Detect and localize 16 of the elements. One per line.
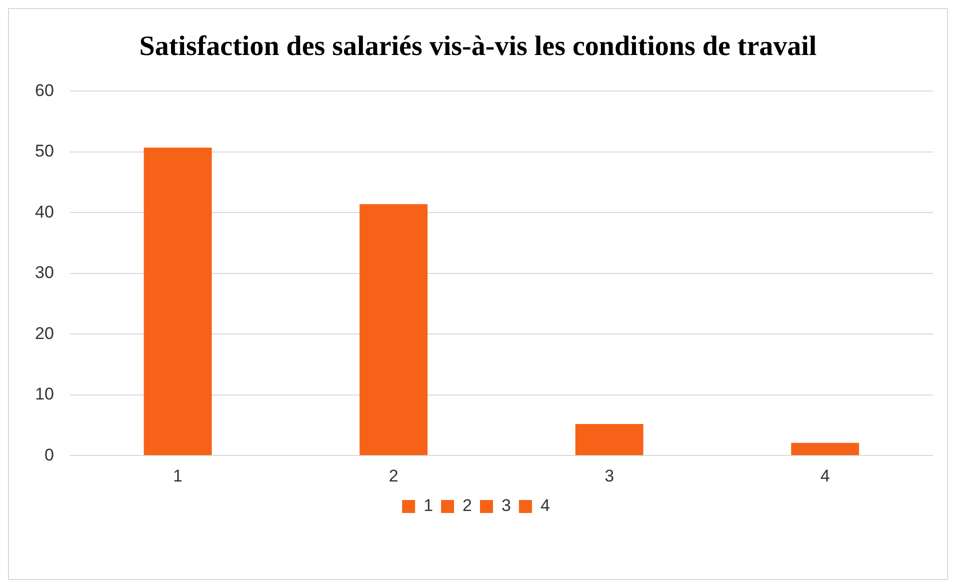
- x-tick-label: 4: [820, 466, 830, 486]
- y-tick-label: 40: [34, 202, 54, 222]
- y-tick-label: 0: [44, 445, 54, 464]
- legend-label: 2: [462, 496, 472, 516]
- legend-label: 3: [502, 496, 511, 516]
- y-tick-label: 50: [34, 142, 54, 161]
- y-tick-label: 60: [34, 80, 54, 100]
- y-tick-label: 10: [34, 384, 54, 404]
- y-tick-label: 30: [34, 263, 54, 282]
- y-tick-label: 20: [34, 324, 54, 343]
- legend-label: 1: [424, 496, 434, 516]
- chart-title: Satisfaction des salariés vis-à-vis les conditions de travail: [138, 30, 818, 64]
- x-tick-label: 2: [388, 466, 398, 486]
- x-tick-label: 1: [173, 466, 183, 486]
- x-tick-label: 3: [604, 466, 614, 486]
- legend-label: 4: [540, 496, 550, 516]
